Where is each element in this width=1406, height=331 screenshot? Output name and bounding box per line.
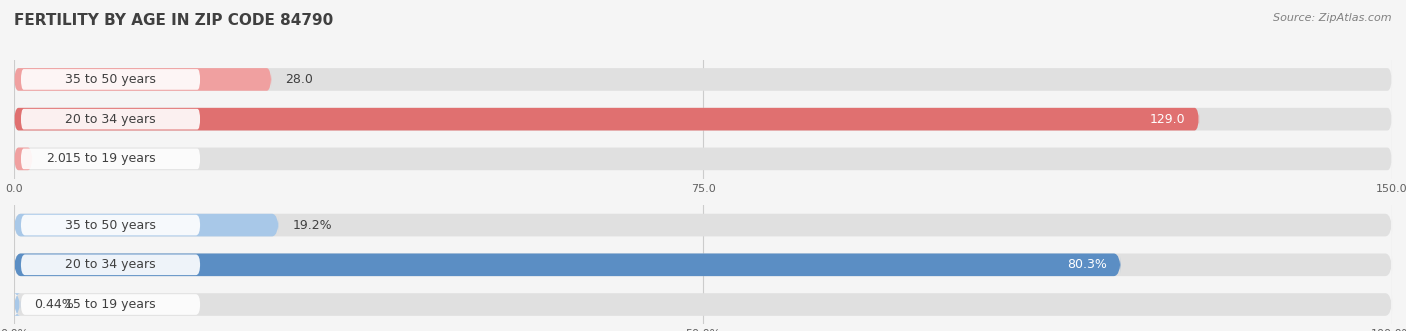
- FancyBboxPatch shape: [21, 294, 200, 315]
- FancyBboxPatch shape: [14, 293, 1392, 316]
- FancyBboxPatch shape: [21, 69, 200, 90]
- Text: FERTILITY BY AGE IN ZIP CODE 84790: FERTILITY BY AGE IN ZIP CODE 84790: [14, 13, 333, 28]
- FancyBboxPatch shape: [14, 254, 1121, 276]
- FancyBboxPatch shape: [14, 108, 1199, 130]
- Text: 20 to 34 years: 20 to 34 years: [65, 113, 156, 126]
- Text: 129.0: 129.0: [1150, 113, 1185, 126]
- FancyBboxPatch shape: [14, 214, 1392, 236]
- FancyBboxPatch shape: [14, 68, 271, 91]
- FancyBboxPatch shape: [14, 148, 32, 170]
- FancyBboxPatch shape: [14, 148, 1392, 170]
- FancyBboxPatch shape: [21, 215, 200, 235]
- FancyBboxPatch shape: [14, 293, 21, 316]
- Text: 19.2%: 19.2%: [292, 218, 332, 232]
- FancyBboxPatch shape: [21, 109, 200, 129]
- FancyBboxPatch shape: [21, 149, 200, 169]
- Text: 20 to 34 years: 20 to 34 years: [65, 258, 156, 271]
- Text: 15 to 19 years: 15 to 19 years: [65, 152, 156, 166]
- Text: 80.3%: 80.3%: [1067, 258, 1107, 271]
- FancyBboxPatch shape: [14, 68, 1392, 91]
- FancyBboxPatch shape: [21, 255, 200, 275]
- FancyBboxPatch shape: [14, 214, 278, 236]
- Text: 15 to 19 years: 15 to 19 years: [65, 298, 156, 311]
- Text: 35 to 50 years: 35 to 50 years: [65, 73, 156, 86]
- FancyBboxPatch shape: [14, 254, 1392, 276]
- Text: 28.0: 28.0: [285, 73, 314, 86]
- Text: 0.44%: 0.44%: [34, 298, 73, 311]
- Text: 2.0: 2.0: [46, 152, 66, 166]
- Text: Source: ZipAtlas.com: Source: ZipAtlas.com: [1274, 13, 1392, 23]
- Text: 35 to 50 years: 35 to 50 years: [65, 218, 156, 232]
- FancyBboxPatch shape: [14, 108, 1392, 130]
